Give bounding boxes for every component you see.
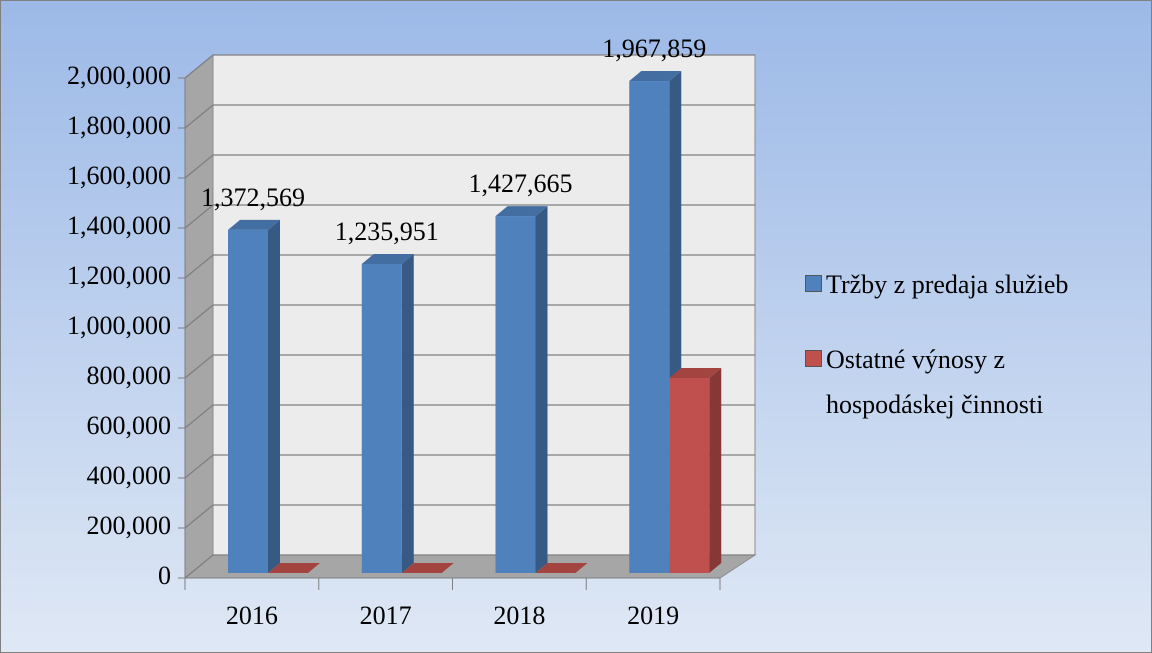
x-tick-label: 2017 [360,601,412,630]
bar [535,563,588,573]
bar-top [361,254,414,265]
bar-side [268,219,280,573]
bar-side [709,368,722,573]
bar [361,254,414,573]
grid-line [184,304,755,329]
data-label: 1,235,951 [335,217,439,246]
y-tick-label: 2,000,000 [67,61,171,90]
legend-label: Tržby z predaja služieb [826,270,1069,299]
data-label: 1,427,665 [469,169,573,198]
legend-swatch [805,350,822,367]
y-tick-label: 1,800,000 [67,111,171,140]
data-label: 1,967,859 [602,34,706,63]
x-tick-label: 2018 [493,601,545,630]
grid-line [184,104,755,129]
y-tick-label: 1,600,000 [67,161,171,190]
bar-top [228,219,280,230]
bar [669,368,722,573]
bar [495,206,548,574]
bar-top [535,563,588,573]
grid-line [184,204,755,229]
grid-line [184,454,755,479]
x-tick-label: 2016 [226,601,278,630]
grid-line [184,354,755,379]
legend-item: Tržby z predaja služieb [805,262,1126,307]
data-label: 1,372,569 [201,183,305,212]
grid-line [184,154,755,179]
bar-front [361,264,402,573]
bar-top [401,563,454,573]
y-tick-label: 1,200,000 [67,261,171,290]
bar-side [535,206,548,574]
grid-line [184,504,755,529]
bar-front [629,81,670,573]
bar-front [228,229,268,573]
y-tick-label: 1,000,000 [67,311,171,340]
bar [228,219,280,573]
legend: Tržby z predaja služieb Ostatné výnosy z … [805,262,1126,457]
legend-item: Ostatné výnosy z hospodáskej činnosti [805,337,1126,427]
bar [401,563,454,573]
grid-line [184,54,755,79]
legend-label: Ostatné výnosy z hospodáskej činnosti [826,345,1044,419]
bar-side [401,254,414,573]
grid-line [184,554,755,579]
bar-top [629,71,682,82]
legend-swatch [805,275,822,292]
bar-front [669,378,710,573]
y-tick-label: 600,000 [87,411,172,440]
y-tick-label: 800,000 [87,361,172,390]
bar-top [495,206,548,217]
bar-top [268,563,320,573]
y-tick-label: 200,000 [87,511,172,540]
grid-line [184,254,755,279]
grid-line [184,404,755,429]
bar [268,563,320,573]
x-tick-label: 2019 [627,601,679,630]
y-tick-label: 400,000 [87,461,172,490]
bar-front [495,216,536,574]
y-tick-label: 1,400,000 [67,211,171,240]
y-tick-label: 0 [158,561,171,590]
bar-top [669,368,722,378]
